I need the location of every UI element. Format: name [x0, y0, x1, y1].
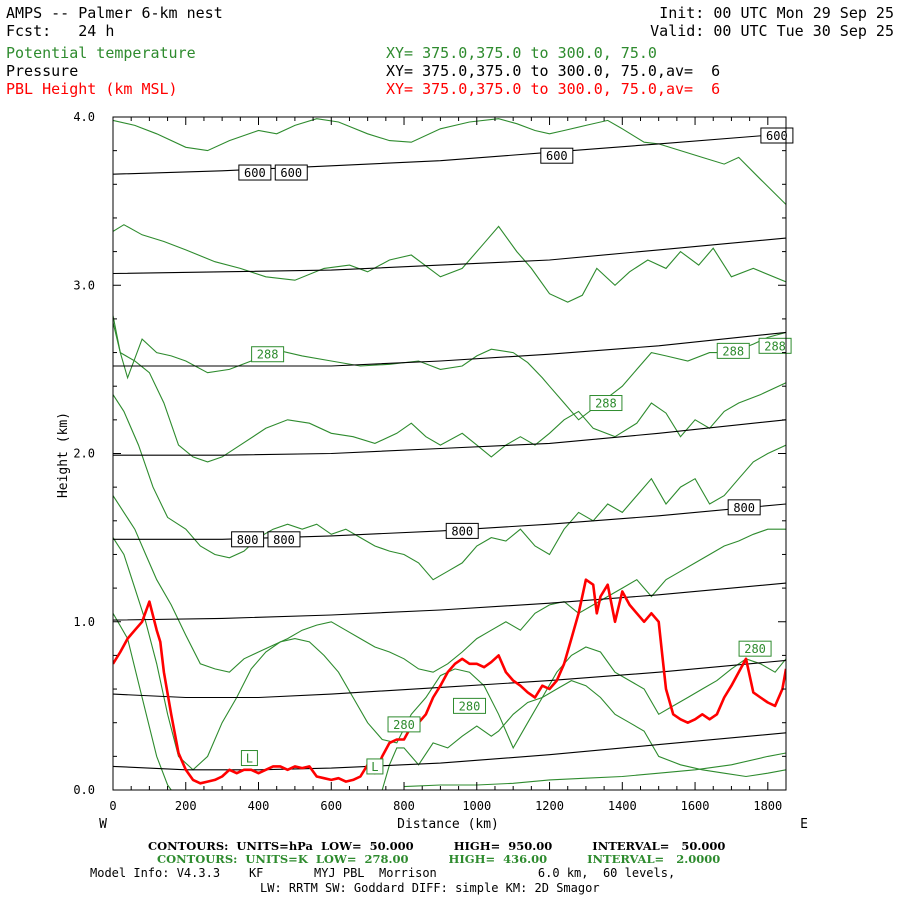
theta-contour-2 — [113, 315, 786, 421]
theta-label-1: 288 — [595, 397, 617, 411]
init-time: Init: 00 UTC Mon 29 Sep 25 — [659, 4, 894, 22]
pressure-label-5: 800 — [273, 533, 295, 547]
pressure-label-4-box — [231, 531, 265, 548]
theta-label-2: 288 — [722, 344, 744, 358]
theta-label-4: 280 — [393, 718, 415, 732]
physics-info: LW: RRTM SW: Goddard DIFF: simple KM: 2D… — [260, 881, 600, 895]
theta-label-5: 280 — [459, 699, 481, 713]
pressure-contour-info: CONTOURS: UNITS=hPa LOW= 50.000 HIGH= 95… — [148, 839, 726, 853]
forecast-label: Fcst: — [6, 22, 52, 40]
pressure-label-7-box — [727, 499, 761, 516]
theta-contour-4 — [113, 394, 786, 581]
theta-label-6: 280 — [744, 642, 766, 656]
x-tick-label-3: 600 — [320, 799, 342, 813]
field-xy-theta: XY= 375.0,375.0 to 300.0, 75.0 — [386, 44, 657, 62]
field-name-pbl: PBL Height (km MSL) — [6, 80, 178, 98]
contour-labels: 600 600 600 600 800 800 800 800 288 288 288 288 280 2… — [231, 127, 794, 775]
x-axis-label: Distance (km) — [397, 817, 499, 832]
y-tick-label-2: 2.0 — [73, 447, 95, 461]
x-tick-label-7: 1400 — [608, 799, 637, 813]
pressure-label-7: 800 — [733, 501, 755, 515]
field-name-theta: Potential temperature — [6, 44, 196, 62]
theta-label-2-box — [716, 342, 750, 359]
pressure-label-4: 800 — [237, 533, 259, 547]
pressure-label-6-box — [445, 522, 479, 539]
theta-label-8-box — [366, 758, 384, 775]
pressure-contour-600 — [113, 133, 786, 175]
pressure-label-0: 600 — [244, 166, 266, 180]
theta-label-0: 288 — [257, 348, 279, 362]
x-tick-label-8: 1600 — [681, 799, 710, 813]
pressure-contour-800 — [113, 503, 786, 540]
pressure-contours — [113, 133, 786, 771]
theta-label-7: L — [246, 752, 253, 766]
theta-contour-info: CONTOURS: UNITS=K LOW= 278.00 HIGH= 436.… — [157, 852, 721, 866]
model-title: AMPS -- Palmer 6-km nest — [6, 4, 223, 22]
x-tick-label-5: 1000 — [462, 799, 491, 813]
pbl-height-series — [113, 578, 786, 785]
forecast-value: 24 h — [78, 22, 115, 40]
y-axis-label: Height (km) — [56, 412, 71, 498]
field-xy-pressure: XY= 375.0,375.0 to 300.0, 75.0,av= 6 — [386, 62, 721, 80]
y-tick-label-0: 0.0 — [73, 783, 95, 797]
theta-label-8: L — [371, 760, 378, 774]
pressure-label-3: 600 — [766, 129, 788, 143]
pressure-label-1: 600 — [280, 166, 302, 180]
pbl-height-line — [113, 578, 786, 785]
pressure-contour-750 — [113, 419, 786, 456]
theta-contour-9 — [403, 752, 786, 788]
pressure-label-6: 800 — [451, 524, 473, 538]
theta-label-7-box — [240, 750, 258, 767]
theta-contour-3 — [113, 322, 786, 463]
x-end-label-right: E — [800, 817, 808, 832]
theta-label-0-box — [251, 346, 285, 363]
theta-label-5-box — [453, 697, 487, 714]
y-tick-label-1: 1.0 — [73, 615, 95, 629]
theta-contours — [113, 118, 786, 790]
x-tick-label-1: 200 — [175, 799, 197, 813]
forecast-line: Fcst: 24 h — [6, 22, 114, 40]
x-tick-label-4: 800 — [393, 799, 415, 813]
plot-frame — [112, 116, 787, 791]
pressure-contour-900 — [113, 659, 786, 699]
theta-label-3-box — [758, 337, 792, 354]
theta-contour-1 — [113, 224, 786, 303]
x-tick-label-9: 1800 — [753, 799, 782, 813]
valid-time: Valid: 00 UTC Tue 30 Sep 25 — [650, 22, 894, 40]
theta-contour-0 — [113, 118, 786, 205]
y-tick-label-4: 4.0 — [73, 110, 95, 124]
theta-contour-6 — [113, 537, 786, 771]
pressure-contour-650 — [113, 237, 786, 275]
x-end-label-left: W — [99, 817, 107, 832]
x-tick-label-6: 1200 — [535, 799, 564, 813]
pressure-contour-700 — [113, 331, 786, 367]
theta-label-3: 288 — [764, 339, 786, 353]
axes: 0 200 400 600 800 1000 1200 1400 1600 1800 0.0 1.0 2… — [73, 110, 786, 813]
theta-label-1-box — [589, 395, 623, 412]
y-tick-label-3: 3.0 — [73, 278, 95, 292]
theta-label-4-box — [387, 716, 421, 733]
pressure-contour-950 — [113, 732, 786, 771]
field-name-pressure: Pressure — [6, 62, 79, 80]
pressure-label-1-box — [274, 164, 308, 181]
field-xy-pbl: XY= 375.0,375.0 to 300.0, 75.0,av= 6 — [386, 80, 721, 98]
theta-contour-7 — [113, 613, 172, 790]
pressure-label-3-box — [760, 127, 794, 144]
pressure-label-2: 600 — [546, 149, 568, 163]
pressure-label-0-box — [238, 164, 272, 181]
theta-contour-5 — [113, 495, 786, 673]
x-tick-label-0: 0 — [109, 799, 116, 813]
pressure-label-5-box — [267, 531, 301, 548]
theta-contour-8 — [381, 679, 786, 790]
pressure-contour-850 — [113, 582, 786, 621]
pressure-label-2-box — [540, 147, 574, 164]
x-tick-label-2: 400 — [248, 799, 270, 813]
model-info: Model Info: V4.3.3 KF MYJ PBL Morrison 6… — [90, 866, 676, 880]
theta-label-6-box — [738, 640, 772, 657]
